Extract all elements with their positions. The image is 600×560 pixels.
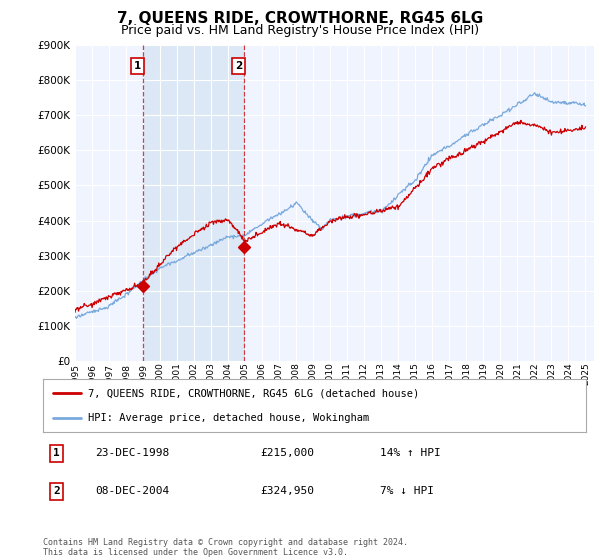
- Text: 1: 1: [53, 449, 60, 459]
- Text: 7, QUEENS RIDE, CROWTHORNE, RG45 6LG (detached house): 7, QUEENS RIDE, CROWTHORNE, RG45 6LG (de…: [88, 389, 419, 399]
- Text: 1: 1: [134, 61, 141, 71]
- Text: £324,950: £324,950: [260, 486, 314, 496]
- Text: 7% ↓ HPI: 7% ↓ HPI: [380, 486, 434, 496]
- Text: Price paid vs. HM Land Registry's House Price Index (HPI): Price paid vs. HM Land Registry's House …: [121, 24, 479, 37]
- Text: 08-DEC-2004: 08-DEC-2004: [95, 486, 169, 496]
- Text: 23-DEC-1998: 23-DEC-1998: [95, 449, 169, 459]
- Text: 14% ↑ HPI: 14% ↑ HPI: [380, 449, 440, 459]
- Text: 2: 2: [235, 61, 242, 71]
- Text: £215,000: £215,000: [260, 449, 314, 459]
- Text: HPI: Average price, detached house, Wokingham: HPI: Average price, detached house, Woki…: [88, 413, 369, 423]
- Bar: [143, 45, 244, 361]
- Text: 2: 2: [53, 486, 60, 496]
- Text: 7, QUEENS RIDE, CROWTHORNE, RG45 6LG: 7, QUEENS RIDE, CROWTHORNE, RG45 6LG: [117, 11, 483, 26]
- Text: Contains HM Land Registry data © Crown copyright and database right 2024.
This d: Contains HM Land Registry data © Crown c…: [43, 538, 408, 557]
